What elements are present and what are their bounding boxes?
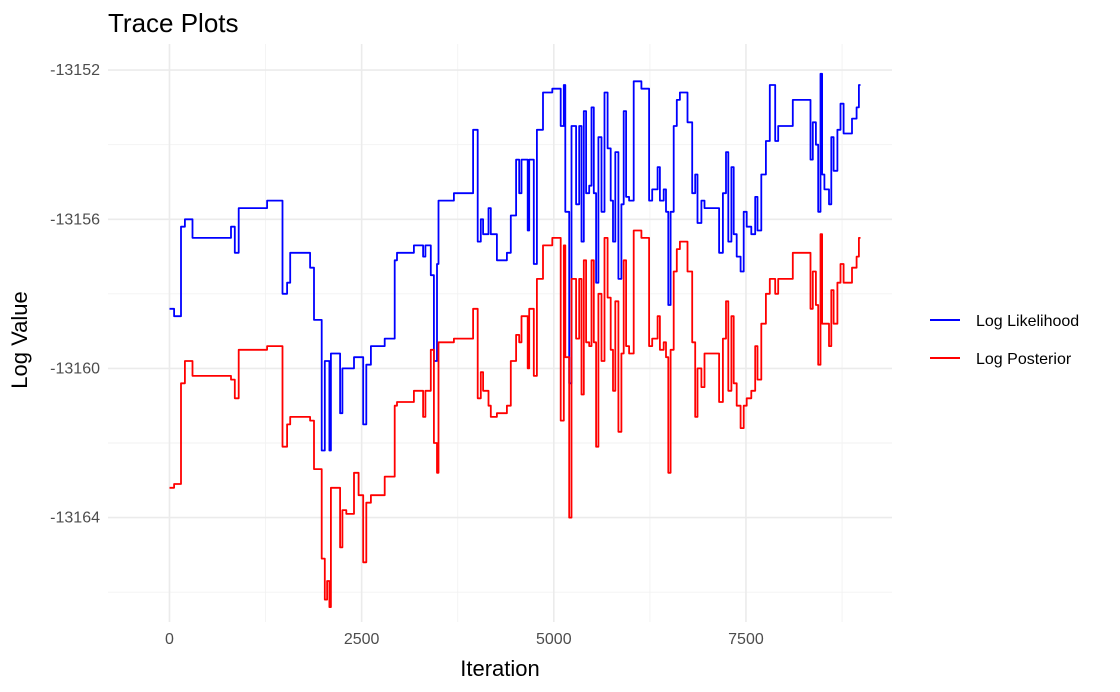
y-tick-label: -13160 xyxy=(50,360,100,377)
x-tick-label: 0 xyxy=(165,631,174,648)
y-tick-label: -13152 xyxy=(50,62,100,79)
x-axis-ticks: 0 2500 5000 7500 xyxy=(165,631,764,648)
legend: Log Likelihood Log Posterior xyxy=(930,313,1079,368)
x-tick-label: 2500 xyxy=(344,631,380,648)
series-line-log-posterior xyxy=(169,229,861,608)
y-tick-label: -13164 xyxy=(50,510,100,527)
series-lines xyxy=(169,72,861,608)
legend-label-log-posterior: Log Posterior xyxy=(976,351,1072,368)
y-axis-ticks: -13152 -13156 -13160 -13164 xyxy=(50,62,100,526)
x-tick-label: 5000 xyxy=(536,631,572,648)
series-line-log-likelihood xyxy=(169,72,861,452)
legend-label-log-likelihood: Log Likelihood xyxy=(976,313,1079,330)
x-tick-label: 7500 xyxy=(728,631,764,648)
x-axis-title: Iteration xyxy=(460,656,540,681)
y-tick-label: -13156 xyxy=(50,211,100,228)
y-axis-title: Log Value xyxy=(7,291,32,388)
chart-title: Trace Plots xyxy=(108,8,239,38)
